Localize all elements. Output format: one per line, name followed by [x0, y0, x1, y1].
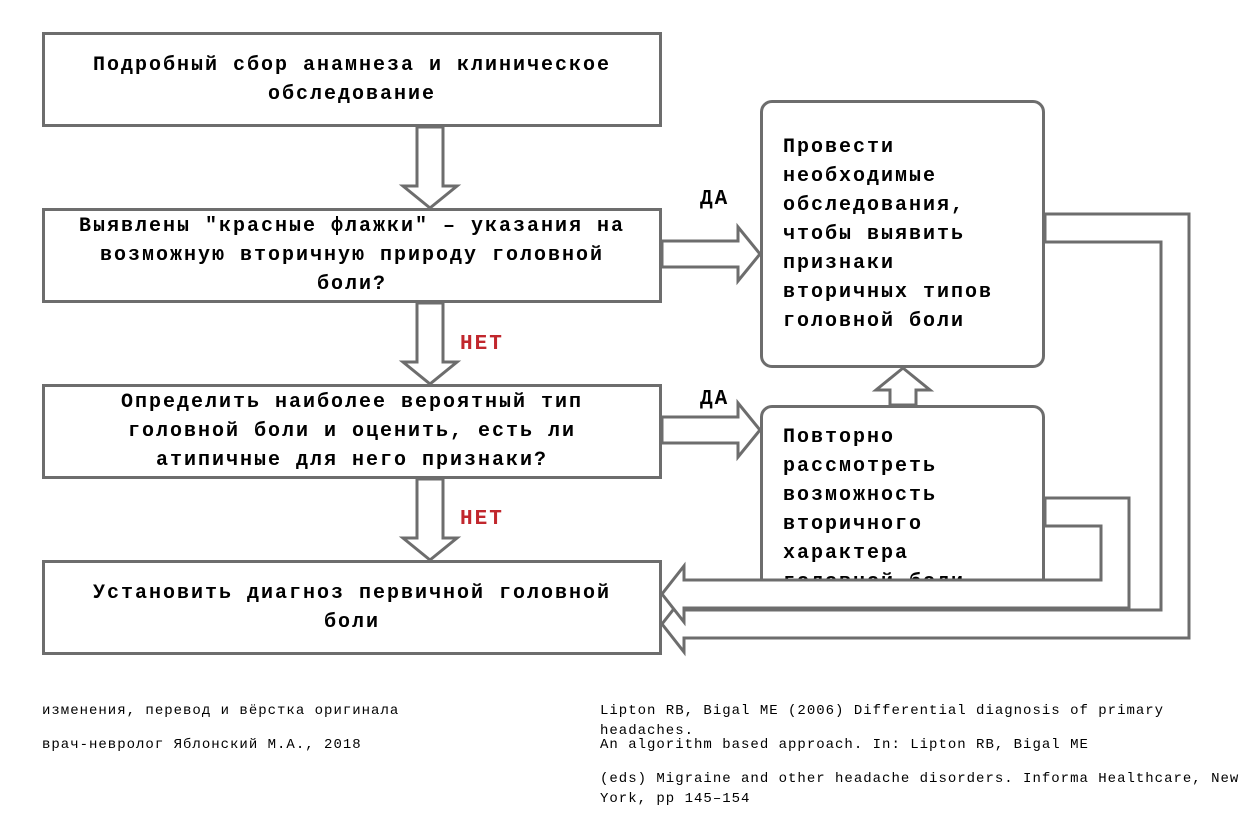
node-text: Повторно рассмотреть возможность вторичн…: [783, 423, 1022, 597]
label-no-2: НЕТ: [460, 508, 504, 531]
node-text: Установить диагноз первичной головной бо…: [65, 579, 639, 637]
label-no-3: НЕТ: [1110, 218, 1154, 241]
node-primary-diagnosis: Установить диагноз первичной головной бо…: [42, 560, 662, 655]
node-investigations: Провести необходимые обследования, чтобы…: [760, 100, 1045, 368]
node-reconsider-secondary: Повторно рассмотреть возможность вторичн…: [760, 405, 1045, 615]
node-text: Провести необходимые обследования, чтобы…: [783, 133, 1022, 336]
node-anamnesis: Подробный сбор анамнеза и клиническое об…: [42, 32, 662, 127]
node-text: Подробный сбор анамнеза и клиническое об…: [65, 51, 639, 109]
node-text: Выявлены "красные флажки" – указания на …: [65, 212, 639, 299]
node-headache-type: Определить наиболее вероятный тип головн…: [42, 384, 662, 479]
footer-left-1: изменения, перевод и вёрстка оригинала: [42, 702, 399, 722]
node-red-flags: Выявлены "красные флажки" – указания на …: [42, 208, 662, 303]
footer-left-2: врач-невролог Яблонский М.А., 2018: [42, 736, 362, 756]
label-yes-1: ДА: [700, 188, 729, 211]
footer-right-2: An algorithm based approach. In: Lipton …: [600, 736, 1089, 756]
footer-right-3: (eds) Migraine and other headache disord…: [600, 770, 1250, 809]
label-yes-2: ДА: [700, 388, 729, 411]
node-text: Определить наиболее вероятный тип головн…: [65, 388, 639, 475]
label-no-1: НЕТ: [460, 333, 504, 356]
